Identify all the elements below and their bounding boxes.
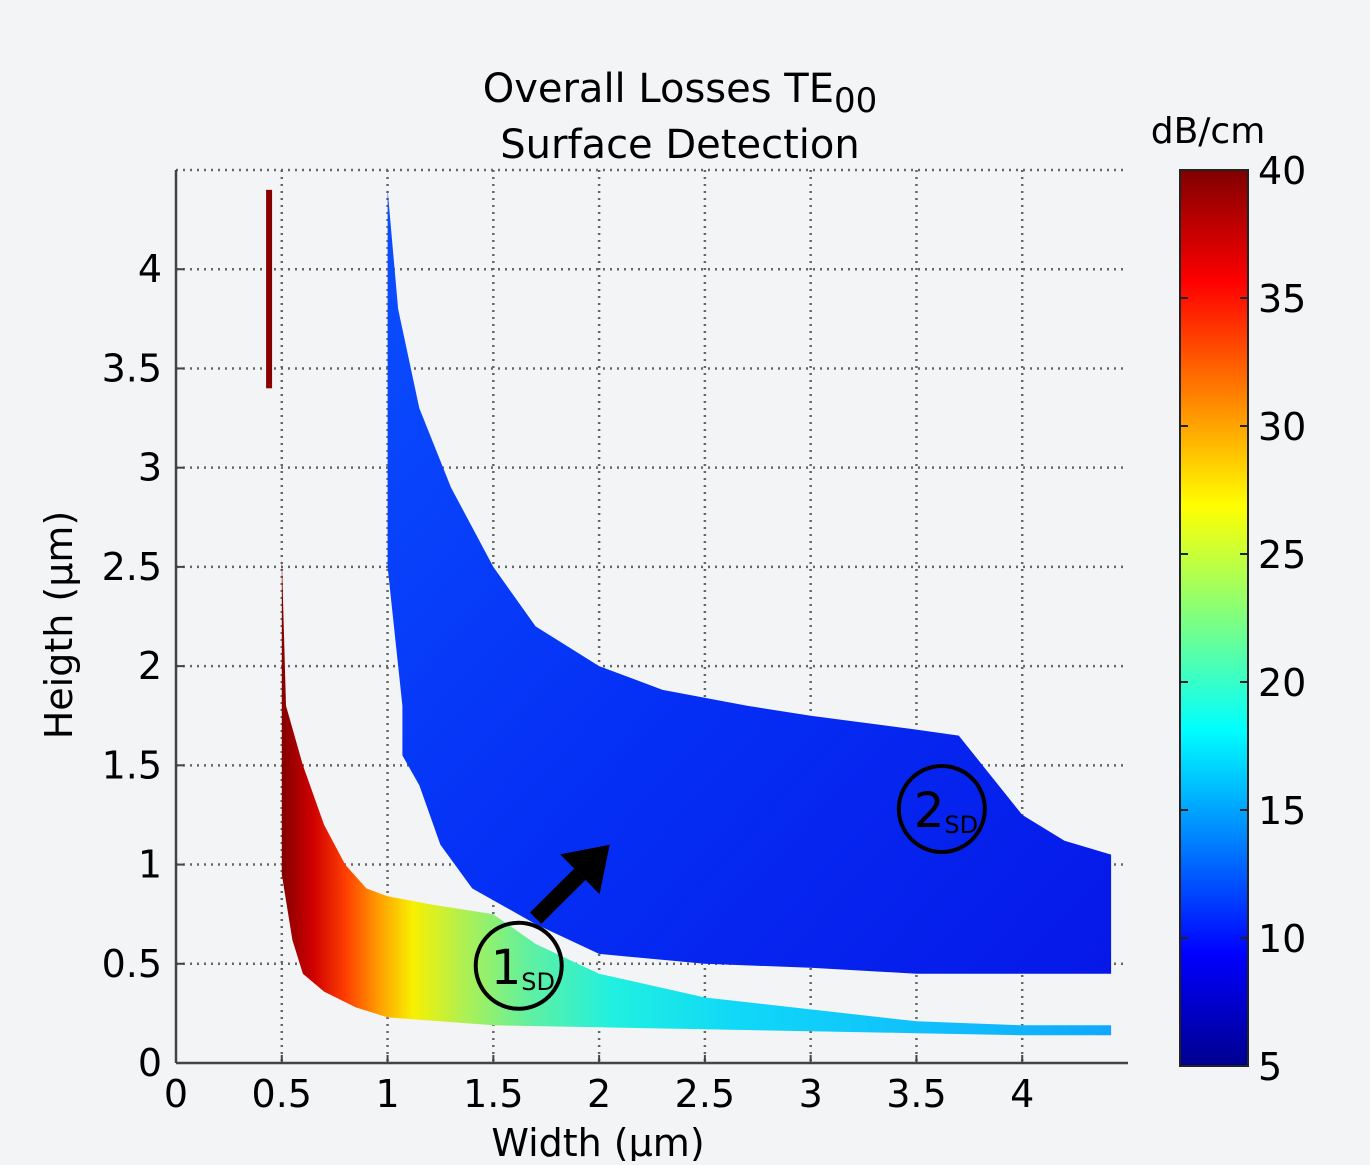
annotation-circle xyxy=(473,920,564,1011)
x-tick-label: 1.5 xyxy=(463,1072,523,1116)
y-tick-label: 3 xyxy=(138,446,162,490)
region-thin-strip xyxy=(266,189,273,389)
colorbar-tick-label: 20 xyxy=(1258,661,1306,705)
data-regions xyxy=(266,189,1112,1036)
annotation-label: 2SD xyxy=(914,783,978,839)
colorbar xyxy=(1179,169,1249,1067)
y-tick-label: 4 xyxy=(138,247,162,291)
region-mode-1 xyxy=(281,557,1112,1036)
x-tick-label: 2 xyxy=(587,1072,611,1116)
y-tick-label: 1.5 xyxy=(102,743,162,787)
colorbar-tick-label: 30 xyxy=(1258,405,1306,449)
colorbar-tick-label: 10 xyxy=(1258,917,1306,961)
x-tick-label: 0 xyxy=(164,1072,188,1116)
x-tick-label: 3.5 xyxy=(886,1072,946,1116)
x-axis-label: Width (µm) xyxy=(491,1121,704,1161)
arrow-head xyxy=(560,844,610,895)
x-tick-label: 4 xyxy=(1010,1072,1034,1116)
arrow-shaft xyxy=(530,868,586,924)
colorbar-tick-label: 40 xyxy=(1258,149,1306,193)
region-mode-2 xyxy=(387,189,1112,974)
colorbar-tick-label: 15 xyxy=(1258,789,1306,833)
annotation-label: 1SD xyxy=(491,940,555,996)
axes: 0 0.5 1 1.5 2 2.5 3 3.5 4 0 0.5 1 1.5 2 2.5 3 3.5 4 xyxy=(102,170,1128,1116)
annotations: 1SD 2SD xyxy=(473,763,987,1011)
y-tick-label: 0.5 xyxy=(102,942,162,986)
colorbar-label: dB/cm xyxy=(1151,111,1266,152)
chart-title: Overall Losses TE00 xyxy=(483,66,878,121)
y-axis-label: Heigth (µm) xyxy=(37,511,81,740)
x-tick-label: 3 xyxy=(799,1072,823,1116)
colorbar-ticks: 5 10 15 20 25 30 35 40 xyxy=(1180,149,1306,1089)
y-tick-label: 0 xyxy=(138,1041,162,1085)
x-tick-label: 0.5 xyxy=(252,1072,312,1116)
annotation-circle xyxy=(896,763,987,854)
y-tick-label: 3.5 xyxy=(102,346,162,390)
x-tick-label: 1 xyxy=(375,1072,399,1116)
y-tick-label: 2.5 xyxy=(102,545,162,589)
colorbar-tick-label: 25 xyxy=(1258,533,1306,577)
chart-subtitle: Surface Detection xyxy=(500,122,859,168)
x-tick-label: 2.5 xyxy=(675,1072,735,1116)
y-tick-label: 1 xyxy=(138,843,162,887)
colorbar-tick-label: 5 xyxy=(1258,1045,1282,1089)
colorbar-tick-label: 35 xyxy=(1258,277,1306,321)
y-tick-label: 2 xyxy=(138,644,162,688)
